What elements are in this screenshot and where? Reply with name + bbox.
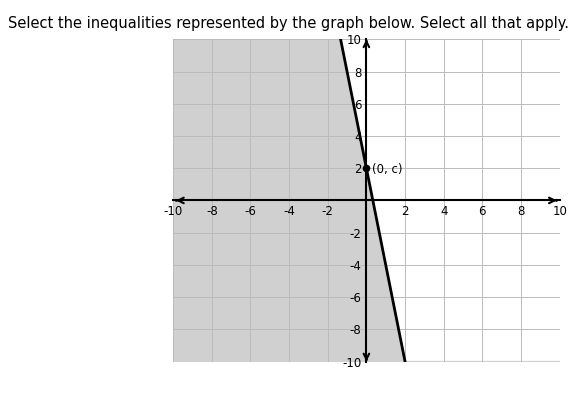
Text: (0, c): (0, c) — [372, 163, 403, 176]
Text: Select the inequalities represented by the graph below. Select all that apply.: Select the inequalities represented by t… — [8, 16, 569, 31]
